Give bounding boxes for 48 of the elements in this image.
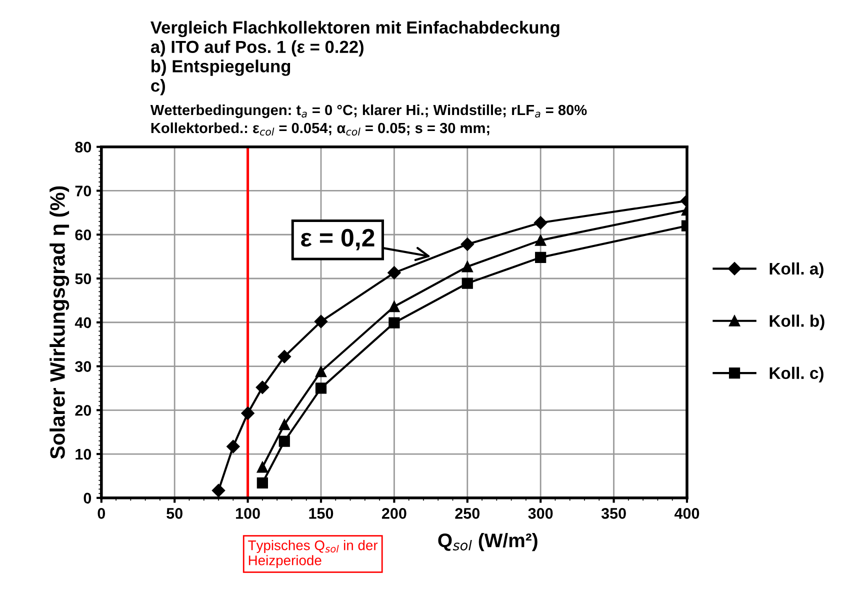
point xyxy=(388,266,401,280)
x-axis-title: Q$_{sol}$ (W/m²) xyxy=(438,533,538,552)
x-tick-label: 350 xyxy=(601,508,626,519)
point xyxy=(278,436,290,447)
point xyxy=(241,406,254,420)
point xyxy=(462,261,473,272)
x-tick-label: 150 xyxy=(309,508,334,519)
x-tick-label: 200 xyxy=(382,508,406,519)
x-tick-label: 400 xyxy=(674,508,700,519)
text: Typisches Q$_{sol}$ in der Heizperiode xyxy=(248,540,378,568)
y-axis-title: Solarer Wirkungsgrad η (%) xyxy=(50,186,70,459)
point xyxy=(212,484,226,498)
y-tick-label: 30 xyxy=(75,361,92,372)
point xyxy=(278,419,290,430)
point xyxy=(534,216,548,230)
y-tick-label: 0 xyxy=(84,492,92,504)
x-tick-label: 0 xyxy=(98,508,106,519)
y-tick-label: 80 xyxy=(75,142,92,153)
point xyxy=(460,238,474,251)
point xyxy=(535,234,546,246)
point xyxy=(314,314,328,328)
y-tick-label: 20 xyxy=(75,405,92,416)
point xyxy=(256,380,270,394)
legend-label: Koll. c) xyxy=(770,366,824,382)
y-tick-label: 40 xyxy=(74,317,92,328)
annotation: ε = 0,2 xyxy=(301,228,374,250)
point xyxy=(535,252,546,263)
point xyxy=(462,278,473,289)
point xyxy=(278,350,291,364)
y-tick-label: 10 xyxy=(76,448,92,460)
point xyxy=(388,301,400,312)
chart-title: Vergleich Flachkollektoren mit Einfachabdeckung a) ITO auf Pos. 1 (ε = 0.22) b) Entspiegelung c) xyxy=(150,20,560,96)
x-tick-label: 50 xyxy=(166,508,182,519)
point xyxy=(315,366,327,378)
point xyxy=(226,440,240,454)
legend-label: Koll. b) xyxy=(770,314,824,330)
point xyxy=(388,317,400,328)
point xyxy=(315,382,327,394)
point xyxy=(256,477,268,489)
legend-label: Koll. a) xyxy=(770,262,824,278)
y-tick-label: 60 xyxy=(75,229,92,240)
x-tick-label: 250 xyxy=(455,508,480,519)
text: Wetterbedingungen: t$_{a}$ = 0 °C; klarer Hi.; Windstille; rLF$_{a}$ = 80% Kollektorbed.: ε$_{col}$ = 0.054; α$_{col}$ = 0.05; s = 30 mm; xyxy=(150,104,587,136)
x-tick-label: 100 xyxy=(236,508,260,519)
y-tick-label: 50 xyxy=(75,273,92,284)
point xyxy=(256,462,268,473)
y-tick-label: 70 xyxy=(75,186,92,196)
x-tick-label: 300 xyxy=(528,508,553,519)
